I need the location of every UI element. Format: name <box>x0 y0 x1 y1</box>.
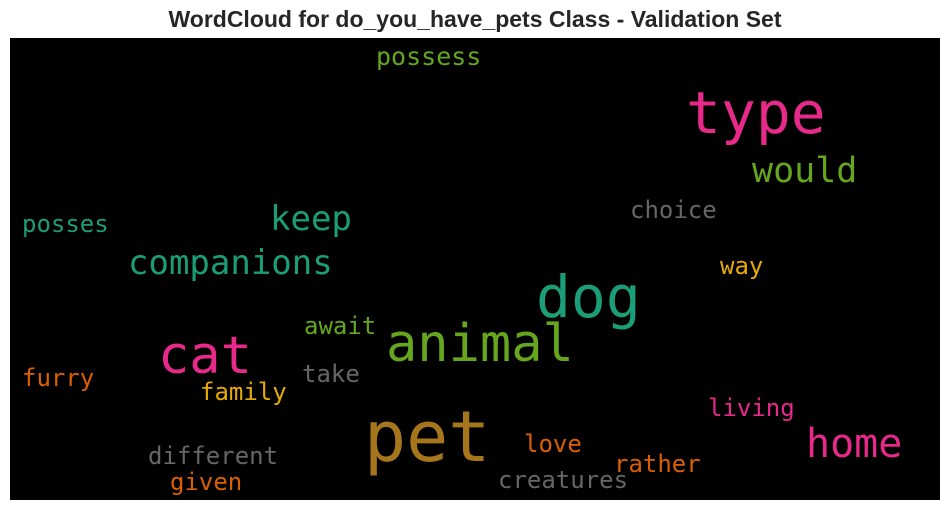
word-cloud: possess type would choice posses keep co… <box>10 38 940 500</box>
word-companions: companions <box>128 243 333 283</box>
word-living: living <box>708 394 795 422</box>
word-creatures: creatures <box>498 466 629 494</box>
word-animal: animal <box>386 314 574 374</box>
chart-title: WordCloud for do_you_have_pets Class - V… <box>168 6 782 32</box>
word-furry: furry <box>22 364 95 392</box>
word-choice: choice <box>630 196 717 224</box>
word-given: given <box>170 468 243 496</box>
word-family: family <box>200 378 287 406</box>
word-keep: keep <box>270 199 352 239</box>
word-would: would <box>752 151 858 191</box>
word-possess: possess <box>376 42 482 71</box>
word-type: type <box>686 79 826 147</box>
word-take: take <box>302 360 360 388</box>
word-different: different <box>148 442 279 470</box>
word-cat: cat <box>158 326 252 386</box>
word-love: love <box>524 430 582 458</box>
word-posses: posses <box>22 210 109 238</box>
word-rather: rather <box>614 450 701 478</box>
word-await: await <box>304 312 377 340</box>
word-way: way <box>720 252 764 280</box>
word-pet: pet <box>364 396 491 478</box>
word-home: home <box>806 421 903 467</box>
word-dog: dog <box>536 263 641 331</box>
